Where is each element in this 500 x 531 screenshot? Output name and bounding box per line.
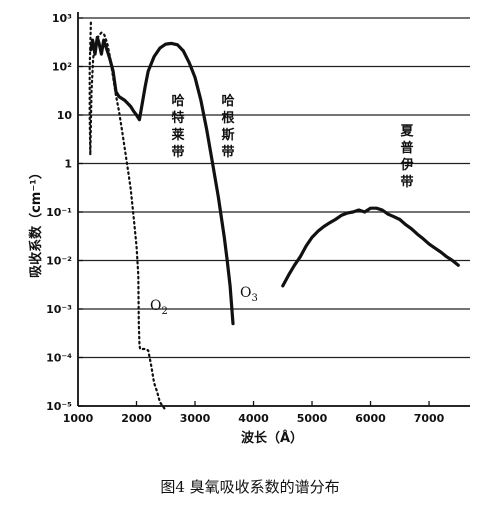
- band-label-char: 哈: [171, 93, 184, 109]
- band-label-char: 哈: [221, 93, 234, 109]
- y-tick-label: 10⁻³: [46, 303, 72, 316]
- y-tick-label: 10⁻⁵: [46, 400, 72, 413]
- x-tick-label: 7000: [414, 412, 445, 425]
- y-axis-label: 吸收系数（cm⁻¹）: [28, 166, 44, 278]
- series-line: [88, 21, 167, 412]
- figure-caption: 图4 臭氧吸收系数的谱分布: [160, 478, 339, 496]
- series-layer: [88, 21, 460, 412]
- band-label-char: 普: [400, 140, 413, 156]
- band-label-char: 根: [221, 110, 235, 126]
- x-axis-label: 波长（Å）: [241, 430, 303, 446]
- y-tick-label: 10³: [52, 12, 72, 25]
- y-tick-label: 10⁻⁴: [46, 352, 72, 365]
- y-tick-label: 10: [57, 109, 73, 122]
- grid-layer: [78, 17, 470, 407]
- band-label-char: 伊: [399, 157, 413, 173]
- series-label: O2: [150, 298, 168, 317]
- series-label: O3: [240, 285, 258, 304]
- y-tick-label: 10²: [52, 61, 72, 74]
- x-tick-label: 5000: [297, 412, 328, 425]
- x-tick-label: 3000: [180, 412, 211, 425]
- band-label-char: 斯: [221, 127, 234, 143]
- series-line: [89, 35, 235, 326]
- x-tick-label: 1000: [63, 412, 94, 425]
- band-label-char: 带: [221, 144, 234, 160]
- band-label-char: 夏: [399, 124, 414, 139]
- band-label-char: 莱: [171, 127, 184, 143]
- y-tick-label: 1: [64, 158, 72, 171]
- x-tick-label: 4000: [238, 412, 269, 425]
- band-label-char: 带: [171, 144, 184, 160]
- x-tick-label: 2000: [121, 412, 152, 425]
- y-tick-label: 10⁻²: [46, 255, 72, 268]
- y-tick-label: 10⁻¹: [46, 206, 72, 219]
- band-label-char: 特: [171, 110, 184, 126]
- band-label-char: 带: [400, 174, 413, 190]
- x-tick-label: 6000: [355, 412, 386, 425]
- series-line: [281, 206, 460, 288]
